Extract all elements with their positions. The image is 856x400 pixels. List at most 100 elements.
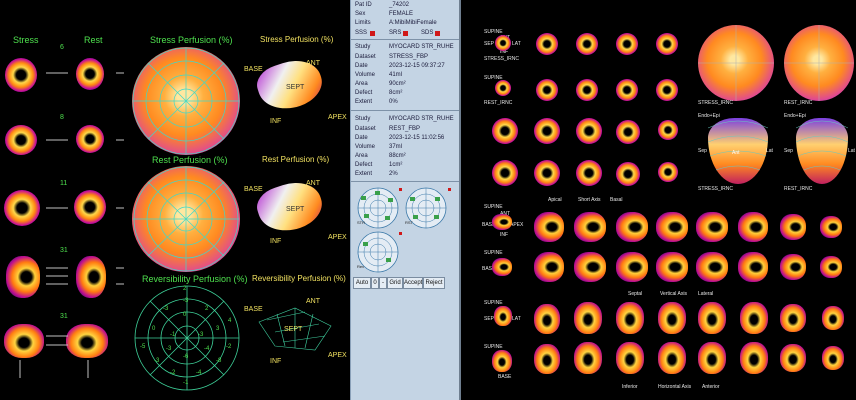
reversibility-3d-mesh[interactable] — [255, 300, 335, 356]
stress-vertical-axis-slice[interactable] — [656, 212, 688, 242]
stress-short-axis-slice[interactable] — [492, 118, 518, 144]
rest-vertical-axis-slice[interactable] — [656, 252, 688, 282]
stress-short-axis-slice[interactable] — [576, 33, 598, 55]
rest-short-axis-slice[interactable] — [576, 160, 602, 186]
rest-short-axis-slice[interactable] — [536, 79, 558, 101]
rest-slice-image[interactable] — [76, 125, 104, 153]
stress-vertical-axis-slice[interactable] — [574, 212, 606, 242]
orient-sept-label: SEPT — [286, 206, 305, 213]
stress-horizontal-axis-slice[interactable] — [574, 302, 602, 334]
orient-inf-label: INF — [270, 358, 282, 365]
stress-short-axis-slice[interactable] — [536, 33, 558, 55]
rest-slice-image[interactable] — [76, 256, 106, 298]
reversibility-polar-map[interactable]: 2 -3 0 -3 2 0 3 4 -5 -1 -3 -2 -3 -4 -3 -… — [130, 284, 244, 392]
rest-short-axis-slice[interactable] — [616, 162, 640, 186]
rest-slice-image[interactable] — [76, 58, 104, 90]
rest-irnc-polar-map[interactable] — [784, 25, 854, 101]
stress-vertical-axis-slice[interactable] — [820, 216, 842, 238]
lat-label: LAT — [512, 316, 521, 322]
rest-3d-view[interactable] — [795, 118, 849, 184]
stress-polar-map[interactable] — [132, 47, 240, 155]
reject-button[interactable]: Reject — [423, 277, 445, 289]
stress-3d-title: Stress Perfusion (%) — [260, 35, 334, 44]
stress-slice-image[interactable] — [5, 58, 37, 92]
rev-value: -2 — [170, 370, 176, 376]
stress-short-axis-slice[interactable] — [616, 33, 638, 55]
stress-horizontal-axis-slice[interactable] — [822, 306, 844, 330]
accept-button[interactable]: Accept — [403, 277, 423, 289]
rest-short-axis-slice[interactable] — [576, 79, 598, 101]
stress-slice-image[interactable] — [5, 125, 37, 155]
rest-date-key: Date — [355, 135, 368, 141]
rest-vertical-axis-slice[interactable] — [574, 252, 606, 282]
rest-horizontal-axis-slice[interactable] — [574, 342, 602, 374]
rest-horizontal-axis-slice[interactable] — [740, 342, 768, 374]
rest-horizontal-axis-slice[interactable] — [658, 342, 686, 374]
minus-button[interactable]: - — [379, 277, 387, 289]
rest-short-axis-slice[interactable] — [616, 79, 638, 101]
zero-button[interactable]: 0 — [371, 277, 379, 289]
slice-guide-lines — [19, 72, 124, 378]
stress-short-axis-slice[interactable] — [616, 120, 640, 144]
rest-vertical-axis-slice[interactable] — [696, 252, 728, 282]
short-axis-apical-label: Apical — [548, 197, 562, 203]
stress-short-axis-slice[interactable] — [534, 118, 560, 144]
mini-stress-polar-map[interactable]: STR — [355, 186, 401, 230]
rest-horizontal-axis-slice[interactable] — [780, 344, 806, 372]
stress-slice-image[interactable] — [4, 190, 40, 226]
slice-number: 8 — [60, 114, 64, 121]
rest-vertical-axis-slice[interactable] — [780, 254, 806, 280]
rest-horizontal-axis-slice[interactable] — [822, 346, 844, 370]
rev-value: -2 — [226, 344, 232, 350]
rest-vertical-axis-slice[interactable] — [738, 252, 768, 282]
rev-value: -3 — [183, 298, 189, 304]
stress-slice-image[interactable] — [4, 324, 44, 358]
rev-value: 0 — [152, 326, 156, 332]
rest-short-axis-slice[interactable] — [658, 162, 678, 182]
rest-short-axis-slice[interactable] — [492, 160, 518, 186]
rest-horizontal-axis-slice[interactable] — [616, 342, 644, 374]
stress-short-axis-slice[interactable] — [658, 120, 678, 140]
stress-horizontal-axis-slice[interactable] — [698, 302, 726, 334]
grid-button[interactable]: Grid — [387, 277, 403, 289]
stress-irnc-polar-map[interactable] — [698, 25, 774, 101]
stress-slice-image[interactable] — [6, 256, 40, 298]
supine-label: SUPINE — [484, 300, 503, 306]
rest-polar-map[interactable] — [132, 166, 240, 272]
orientation-thumbnail — [492, 350, 512, 372]
rest-horizontal-axis-slice[interactable] — [534, 344, 560, 374]
stress-horizontal-axis-slice[interactable] — [780, 304, 806, 332]
stress-horizontal-axis-slice[interactable] — [616, 302, 644, 334]
stress-short-axis-slice[interactable] — [656, 33, 678, 55]
stress-short-axis-slice[interactable] — [576, 118, 602, 144]
rest-short-axis-slice[interactable] — [656, 79, 678, 101]
rest-vertical-axis-slice[interactable] — [534, 252, 564, 282]
mini-reversibility-polar-map[interactable]: Rev — [355, 230, 401, 274]
mini-rest-polar-map[interactable]: RST — [403, 186, 449, 230]
rest-polar-title: Rest Perfusion (%) — [152, 155, 228, 165]
rest-horizontal-axis-slice[interactable] — [698, 342, 726, 374]
rest-short-axis-slice[interactable] — [534, 160, 560, 186]
rest-slice-image[interactable] — [66, 324, 108, 358]
supine-label: SUPINE — [484, 344, 503, 350]
rev-value: -3 — [163, 306, 169, 312]
stress-vertical-axis-slice[interactable] — [534, 212, 564, 242]
stress-horizontal-axis-slice[interactable] — [534, 304, 560, 334]
stress-horizontal-axis-slice[interactable] — [658, 302, 686, 334]
stress-horizontal-axis-slice[interactable] — [740, 302, 768, 334]
rest-3d-title: Rest Perfusion (%) — [262, 155, 330, 164]
rev-value: 2 — [205, 306, 209, 312]
stress-vertical-axis-slice[interactable] — [616, 212, 648, 242]
stress-vertical-axis-slice[interactable] — [780, 214, 806, 240]
rest-vertical-axis-slice[interactable] — [820, 256, 842, 278]
rev-value: -3 — [154, 358, 160, 364]
stress-vertical-axis-slice[interactable] — [738, 212, 768, 242]
vertical-axis-lateral-label: Lateral — [698, 291, 714, 297]
rest-vertical-axis-slice[interactable] — [616, 252, 648, 282]
rest-slice-image[interactable] — [74, 190, 106, 224]
rev-value: -3 — [198, 332, 204, 338]
stress-vertical-axis-slice[interactable] — [696, 212, 728, 242]
stress-3d-view[interactable] — [707, 118, 769, 184]
orientation-thumbnail — [492, 258, 512, 276]
auto-button[interactable]: Auto — [353, 277, 371, 289]
